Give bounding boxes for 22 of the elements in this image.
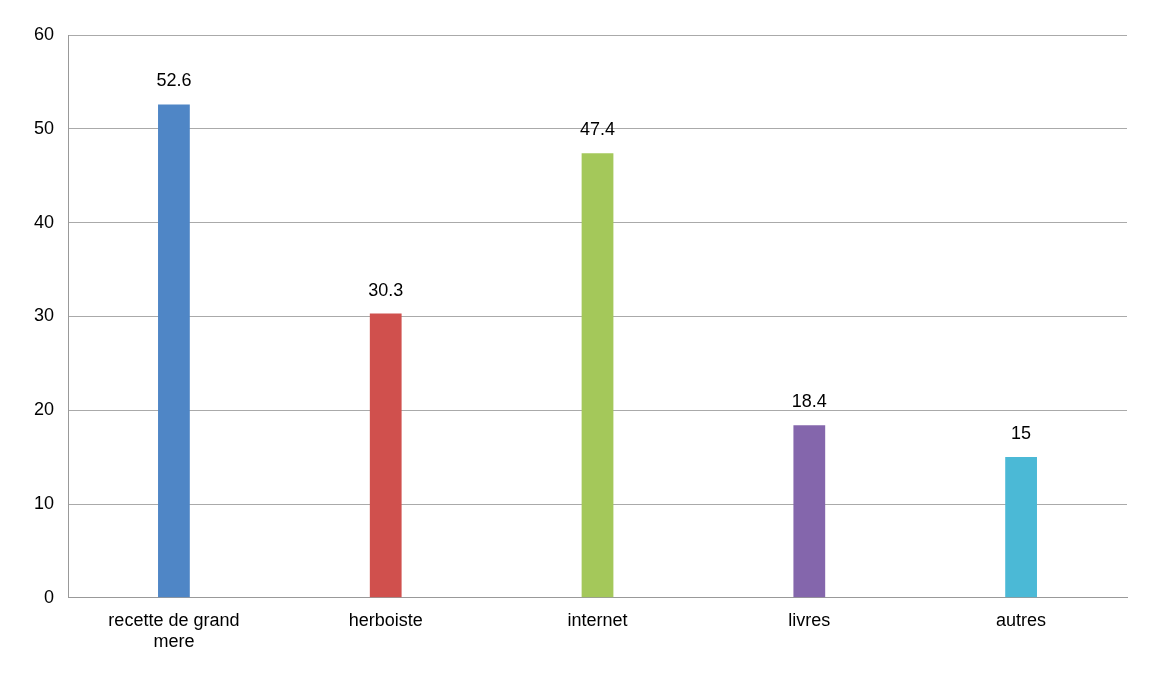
data-label: 15 [1011,423,1032,444]
x-tick-label: herboiste [348,609,423,630]
data-label: 18.4 [791,391,827,412]
bar [581,153,614,598]
bar [1005,457,1037,598]
x-tick-label: internet [567,609,628,630]
y-tick-label: 60 [33,23,55,44]
y-tick-label: 30 [33,305,55,326]
data-label: 30.3 [368,279,404,300]
y-tick-label: 20 [33,399,55,420]
bar [369,313,402,598]
x-tick-label: autres [996,609,1047,630]
data-label: 47.4 [579,119,616,140]
bar [158,104,190,598]
y-tick-label: 40 [33,211,55,232]
y-tick-label: 50 [33,117,55,138]
data-label: 52.6 [156,70,192,91]
y-tick-label: 0 [44,586,55,607]
bar [793,425,826,598]
y-tick-label: 10 [33,492,55,513]
x-tick-label: recette de grand mere [108,609,240,652]
x-tick-label: livres [788,609,831,630]
